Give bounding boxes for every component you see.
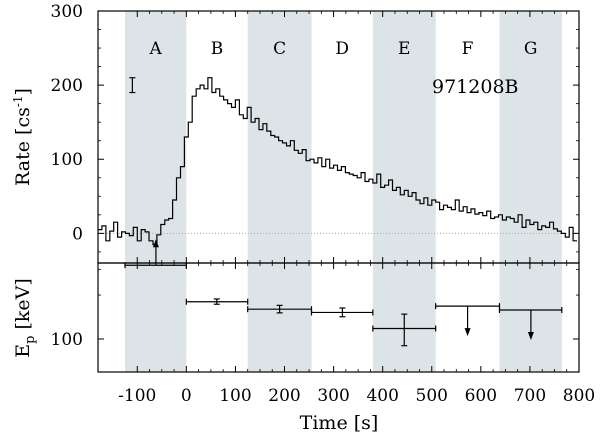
ep-point-d — [310, 307, 374, 318]
rate-series — [98, 77, 577, 246]
segment-label-d: D — [335, 39, 349, 59]
x-tick-label: 800 — [563, 386, 595, 406]
ep-point-f — [435, 303, 501, 337]
segment-label-e: E — [398, 39, 410, 59]
ep-axis-title: Ep [keV] — [12, 278, 38, 358]
rate-panel — [98, 77, 579, 246]
segment-label-b: B — [211, 39, 224, 59]
x-tick-label: 500 — [416, 386, 448, 406]
segment-label-a: A — [149, 39, 163, 59]
x-tick-label: 400 — [366, 386, 398, 406]
x-tick-label: 0 — [181, 386, 192, 406]
arrow-up-icon — [152, 239, 159, 248]
x-tick-label: 700 — [514, 386, 546, 406]
y-tick-label: 100 — [51, 150, 83, 170]
x-tick-label: -100 — [118, 386, 156, 406]
ep-frame — [97, 262, 580, 373]
ep-point-e — [372, 313, 437, 347]
segment-label-c: C — [273, 39, 286, 59]
y-tick-label: 300 — [51, 2, 83, 22]
segment-label-g: G — [524, 39, 538, 59]
x-tick-label: 300 — [317, 386, 349, 406]
arrow-down-icon — [464, 328, 471, 337]
x-tick-label: 600 — [465, 386, 497, 406]
band-a — [124, 11, 187, 372]
ep-panel — [124, 239, 563, 347]
y-tick-label: 0 — [72, 224, 83, 244]
shaded-bands: A B C D E F G — [124, 11, 562, 372]
arrow-down-icon — [527, 331, 534, 340]
grb-label: 971208B — [432, 76, 519, 98]
segment-label-f: F — [462, 39, 474, 59]
x-axis-title: Time [s] — [300, 412, 379, 434]
y-tick-label: 200 — [51, 76, 83, 96]
axes: -100 0 100 200 300 400 500 600 700 800 0 100 200 300 1… — [11, 2, 595, 406]
band-c — [247, 11, 312, 372]
ep-point-b — [185, 298, 249, 305]
rate-axis-title: Rate [cs-1] — [11, 88, 34, 186]
ep-point-g — [498, 306, 563, 340]
ep-y-tick-label: 100 — [51, 330, 83, 350]
x-tick-label: 200 — [268, 386, 300, 406]
x-tick-label: 100 — [219, 386, 251, 406]
